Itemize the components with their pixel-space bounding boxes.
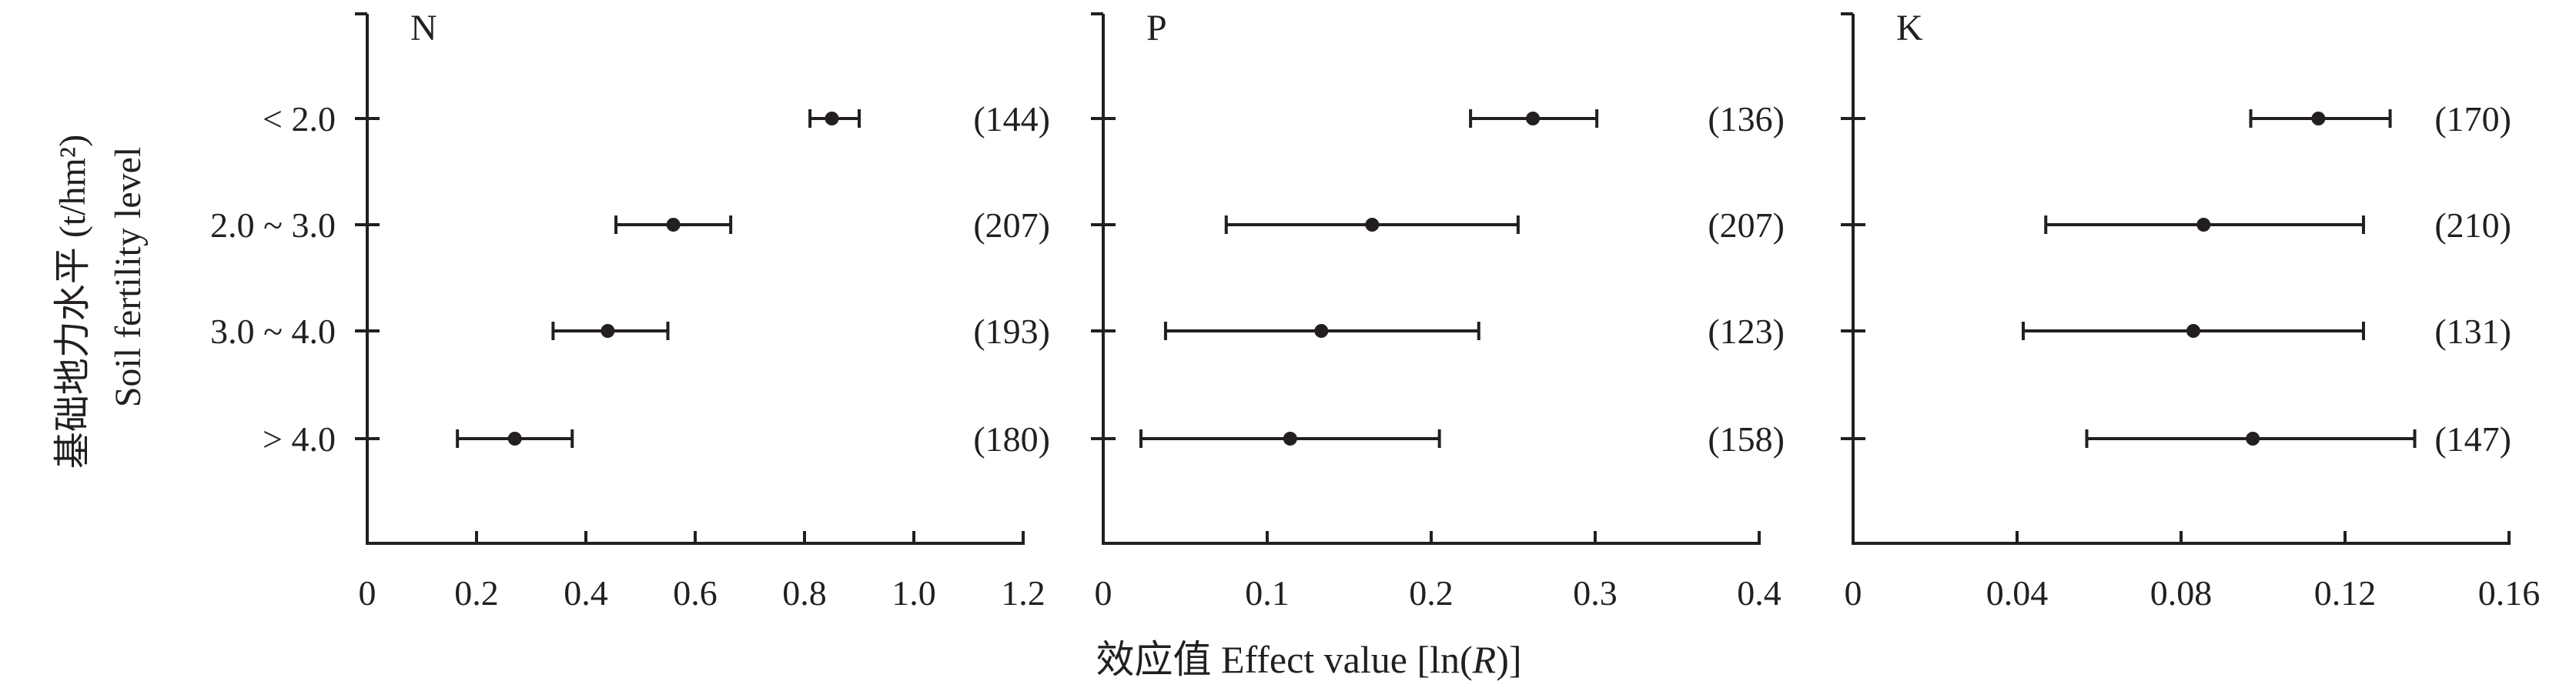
x-tick-label: 0.12 bbox=[2314, 573, 2377, 613]
panel-title: K bbox=[1896, 8, 1923, 48]
x-tick-label: 0.8 bbox=[782, 573, 827, 613]
sample-size-label: (131) bbox=[2434, 312, 2511, 351]
x-tick-label: 0.08 bbox=[2150, 573, 2213, 613]
panel-n: N 0 0.2 0.4 0.6 0.8 1.0 1.2 < 2.0 (144) 2.0 ~ 3.0 (… bbox=[210, 8, 1050, 613]
sample-size-label: (180) bbox=[973, 419, 1050, 459]
sample-size-label: (210) bbox=[2434, 205, 2511, 245]
sample-size-label: (170) bbox=[2434, 99, 2511, 139]
x-axis-title: 效应值 Effect value [ln(R)] bbox=[1096, 638, 1521, 681]
y-axis-title-en: Soil fertility level bbox=[108, 147, 149, 408]
sample-size-label: (123) bbox=[1708, 312, 1785, 351]
x-axis-title-prefix: 效应值 Effect value [ln( bbox=[1096, 638, 1472, 681]
data-point bbox=[601, 324, 615, 338]
panel-title: N bbox=[410, 8, 437, 48]
x-axis-title-italic: R bbox=[1472, 638, 1497, 681]
sample-size-label: (147) bbox=[2434, 419, 2511, 459]
x-tick-label: 0 bbox=[359, 573, 376, 613]
x-tick-label: 0.16 bbox=[2478, 573, 2541, 613]
x-tick-label: 0.2 bbox=[1409, 573, 1454, 613]
data-point bbox=[2246, 432, 2260, 446]
sample-size-label: (136) bbox=[1708, 99, 1785, 139]
sample-size-label: (144) bbox=[973, 99, 1050, 139]
x-tick-label: 1.2 bbox=[1001, 573, 1045, 613]
x-axis-title-suffix: )] bbox=[1496, 638, 1521, 681]
chart-panels: N 0 0.2 0.4 0.6 0.8 1.0 1.2 < 2.0 (144) 2.0 ~ 3.0 (… bbox=[210, 8, 2540, 613]
data-point bbox=[666, 218, 681, 232]
data-point bbox=[2311, 112, 2326, 125]
y-tick-label: < 2.0 bbox=[263, 99, 336, 139]
data-point bbox=[507, 432, 522, 446]
x-tick-label: 0.2 bbox=[454, 573, 499, 613]
panel-p: P 0 0.1 0.2 0.3 0.4 (136) (207) (123) (158) bbox=[1091, 8, 1785, 613]
x-tick-label: 0.3 bbox=[1573, 573, 1618, 613]
data-point bbox=[1365, 218, 1380, 232]
sample-size-label: (207) bbox=[973, 205, 1050, 245]
y-tick-label: > 4.0 bbox=[263, 419, 336, 459]
data-point bbox=[1314, 324, 1329, 338]
x-tick-label: 0.4 bbox=[564, 573, 608, 613]
y-tick-label: 3.0 ~ 4.0 bbox=[210, 312, 336, 351]
x-tick-label: 0.6 bbox=[673, 573, 718, 613]
sample-size-label: (158) bbox=[1708, 419, 1785, 459]
x-tick-label: 0.1 bbox=[1245, 573, 1290, 613]
panel-title: P bbox=[1146, 8, 1167, 48]
x-tick-label: 0.4 bbox=[1737, 573, 1781, 613]
data-point bbox=[2186, 324, 2200, 338]
y-tick-label: 2.0 ~ 3.0 bbox=[210, 205, 336, 245]
x-tick-label: 0 bbox=[1095, 573, 1112, 613]
y-axis-title: 基础地力水平 (t/hm²) Soil fertility level bbox=[52, 135, 149, 469]
y-axis-title-cn: 基础地力水平 (t/hm²) bbox=[52, 135, 93, 469]
x-tick-label: 1.0 bbox=[892, 573, 936, 613]
sample-size-label: (193) bbox=[973, 312, 1050, 351]
x-tick-label: 0 bbox=[1845, 573, 1862, 613]
data-point bbox=[1283, 432, 1297, 446]
data-point bbox=[825, 112, 839, 125]
data-point bbox=[1526, 112, 1541, 125]
x-tick-label: 0.04 bbox=[1986, 573, 2049, 613]
sample-size-label: (207) bbox=[1708, 205, 1785, 245]
data-point bbox=[2196, 218, 2211, 232]
panel-k: K 0 0.04 0.08 0.12 0.16 (170) (210) (131) (147) bbox=[1841, 8, 2540, 613]
